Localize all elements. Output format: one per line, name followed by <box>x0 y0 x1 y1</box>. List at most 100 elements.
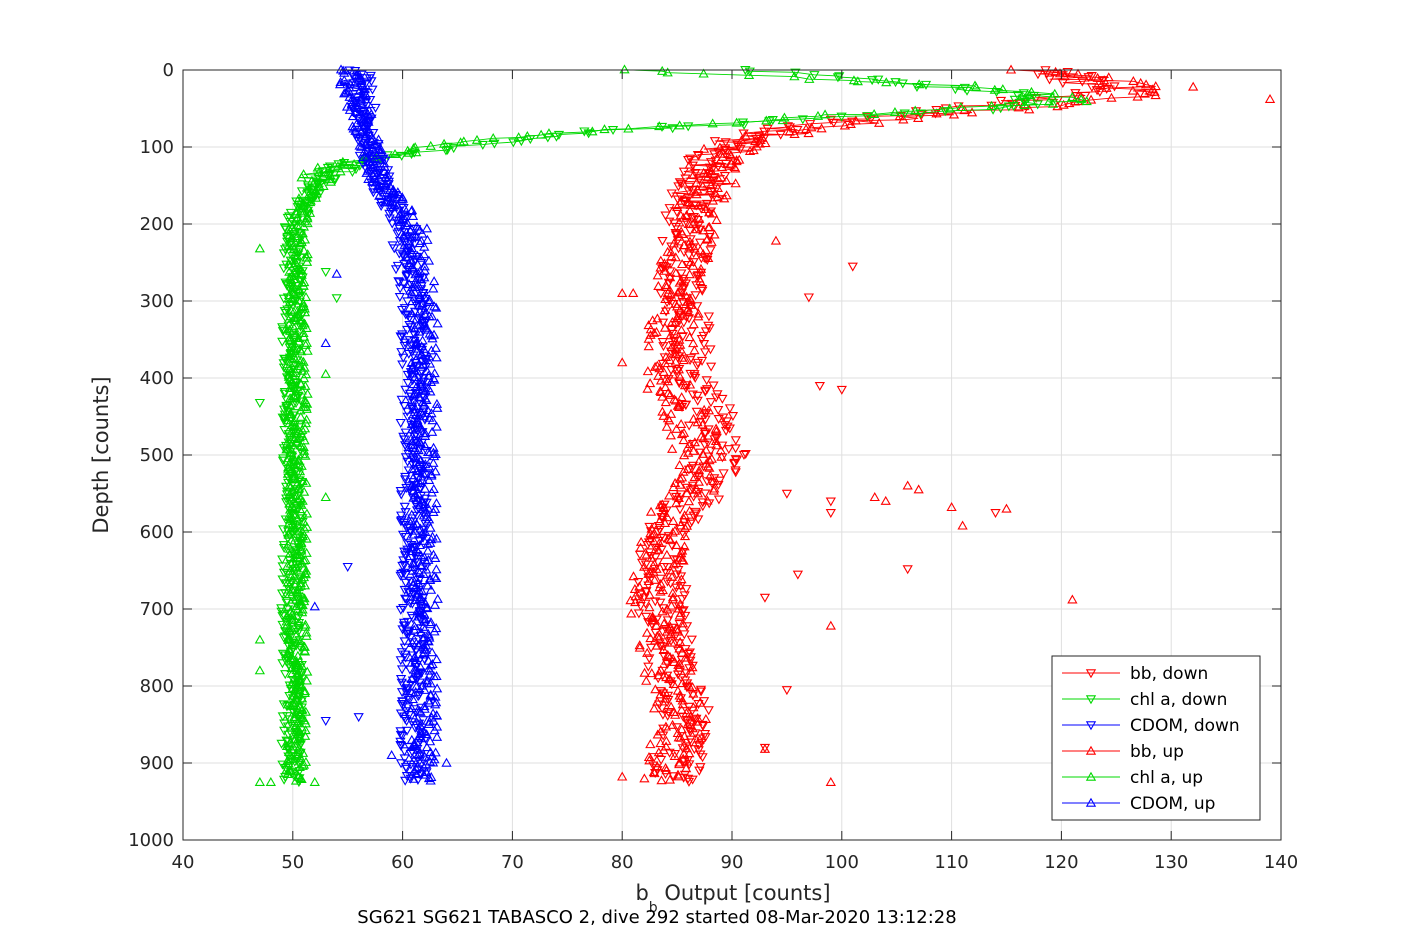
x-tick-label: 90 <box>721 852 744 873</box>
data-point <box>650 553 661 563</box>
data-point <box>418 374 429 384</box>
data-point <box>471 134 483 144</box>
data-point <box>650 769 661 779</box>
data-point <box>294 245 305 255</box>
outlier-point <box>617 357 628 367</box>
data-point <box>657 391 668 401</box>
data-point <box>292 689 304 699</box>
data-point <box>642 366 654 376</box>
data-point <box>775 130 786 140</box>
data-point <box>404 396 416 406</box>
data-point <box>670 252 681 262</box>
data-point <box>669 749 681 759</box>
outlier-point <box>331 268 342 278</box>
data-point <box>683 496 695 506</box>
data-point <box>668 515 679 525</box>
data-point <box>283 642 294 652</box>
data-point <box>283 730 294 740</box>
data-point <box>298 373 310 383</box>
data-point <box>1150 90 1161 100</box>
data-point <box>667 594 678 604</box>
chart-title: SG621 SG621 TABASCO 2, dive 292 started … <box>357 907 956 928</box>
data-point <box>895 112 906 122</box>
data-point <box>406 150 417 160</box>
data-point <box>1052 101 1063 111</box>
data-point <box>282 487 293 497</box>
data-point <box>678 450 690 460</box>
data-point <box>671 570 682 580</box>
data-point <box>429 599 441 609</box>
data-point <box>380 156 391 166</box>
data-point <box>405 528 416 538</box>
data-point <box>418 400 429 410</box>
data-point <box>832 73 844 83</box>
data-point <box>410 646 422 656</box>
data-point <box>667 541 678 551</box>
data-point <box>376 202 387 212</box>
data-point <box>696 335 708 345</box>
data-point <box>636 558 648 568</box>
data-point <box>643 662 654 672</box>
data-point <box>349 75 360 85</box>
data-point <box>295 433 306 443</box>
data-point <box>416 366 427 376</box>
data-point <box>626 608 637 618</box>
data-point <box>691 407 702 417</box>
x-axis-label-rest: Output [counts] <box>658 881 831 905</box>
data-point <box>702 438 714 448</box>
data-point <box>296 479 308 489</box>
data-point <box>355 120 367 130</box>
data-point <box>413 739 424 749</box>
data-point <box>525 135 536 145</box>
data-point <box>642 540 653 550</box>
data-point <box>290 566 301 576</box>
data-point <box>296 346 307 356</box>
data-point <box>702 199 713 209</box>
data-point <box>425 522 436 532</box>
data-point <box>402 248 413 258</box>
data-point <box>415 583 426 593</box>
data-point <box>416 258 427 268</box>
data-point <box>688 319 699 329</box>
data-point <box>440 146 452 156</box>
data-point <box>726 158 737 168</box>
data-point <box>277 555 288 565</box>
data-point <box>678 355 689 365</box>
data-point <box>940 107 951 117</box>
y-tick-label: 200 <box>140 214 174 235</box>
data-point <box>306 185 318 195</box>
data-point <box>995 104 1006 114</box>
data-point <box>288 322 300 332</box>
data-point <box>416 282 427 292</box>
data-point <box>645 643 657 653</box>
data-point <box>427 333 438 343</box>
data-point <box>398 210 409 220</box>
data-point <box>398 618 410 628</box>
data-point <box>428 457 439 467</box>
data-point <box>400 472 411 482</box>
data-point <box>543 128 555 138</box>
data-point <box>412 327 423 337</box>
data-point <box>730 444 741 454</box>
data-point <box>599 124 610 134</box>
data-point <box>409 525 420 535</box>
data-point <box>425 678 436 688</box>
outlier-point <box>814 381 825 392</box>
data-point <box>692 396 703 406</box>
data-point <box>411 708 422 718</box>
data-point <box>713 406 724 416</box>
data-point <box>399 637 410 647</box>
data-point <box>684 505 695 515</box>
data-point <box>696 738 707 748</box>
data-point <box>285 335 296 345</box>
data-point <box>293 392 304 402</box>
data-point <box>669 349 680 359</box>
data-point <box>911 82 923 92</box>
data-point <box>363 131 374 141</box>
data-point <box>299 646 311 656</box>
data-point <box>397 530 409 540</box>
outlier-point <box>1264 93 1276 103</box>
data-point <box>665 636 677 646</box>
data-point <box>409 658 420 668</box>
data-point <box>281 357 292 367</box>
